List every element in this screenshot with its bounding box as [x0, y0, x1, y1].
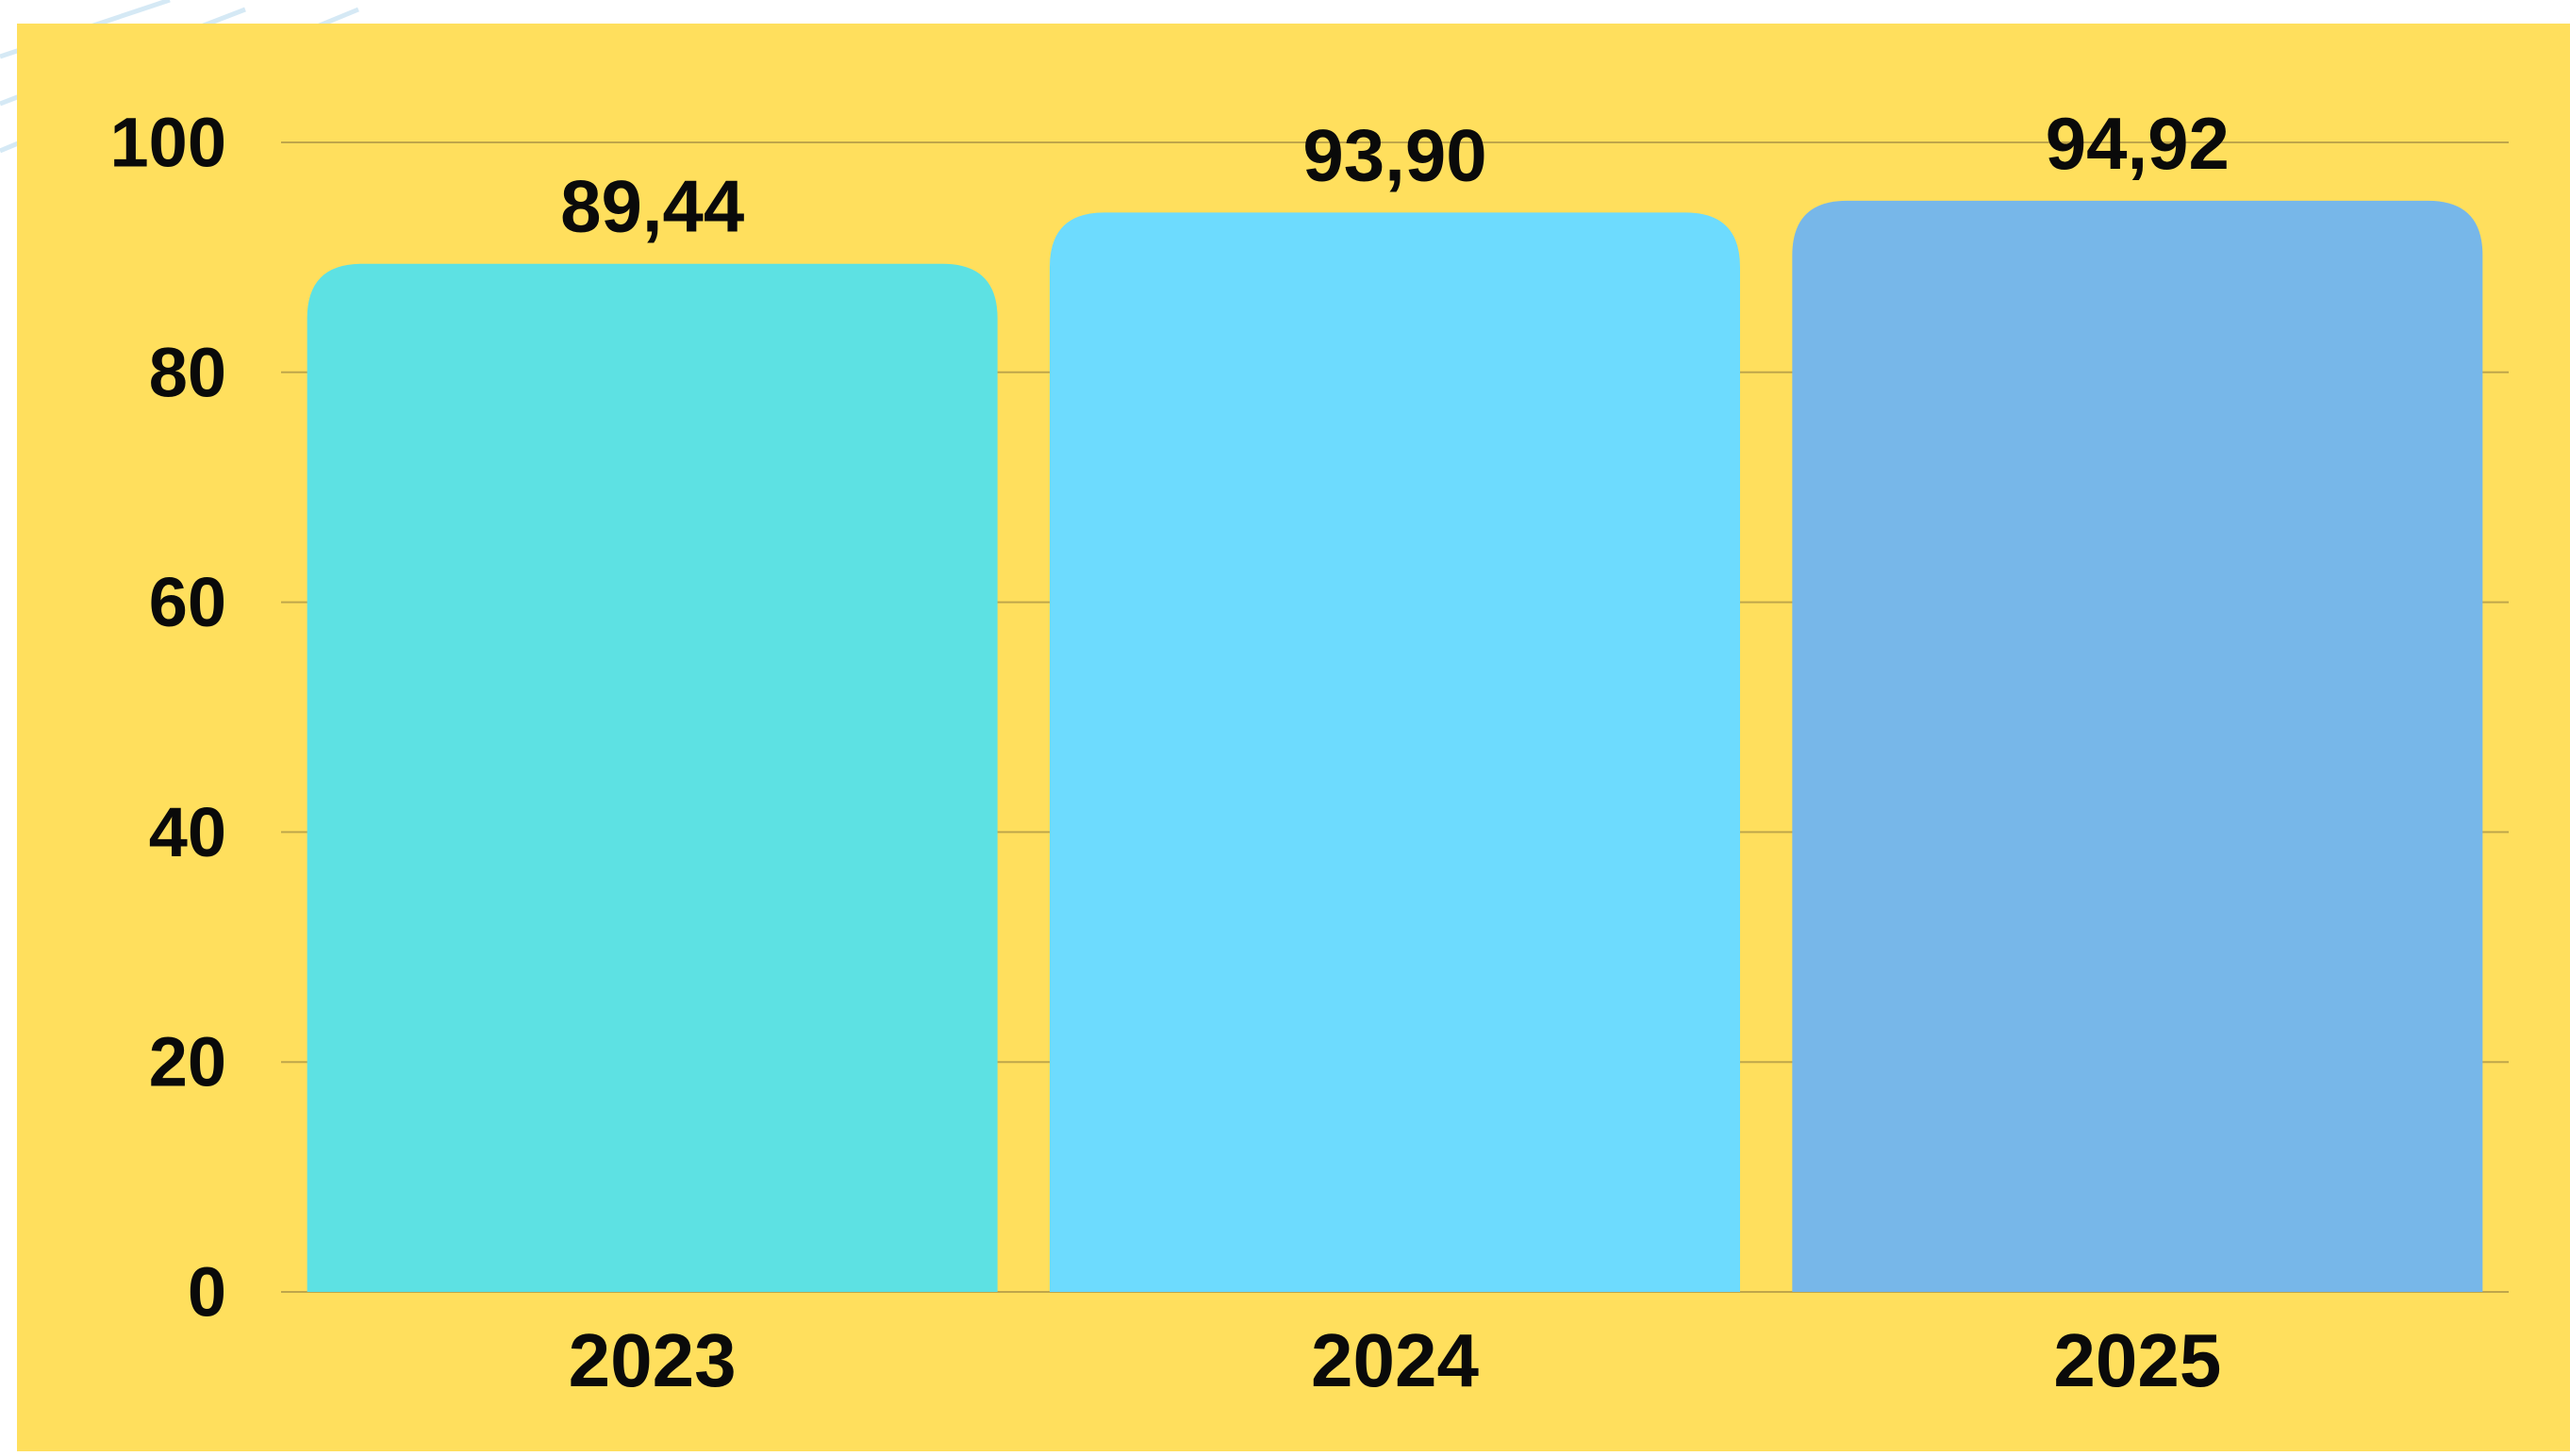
bar-2024 — [1050, 212, 1740, 1292]
x-axis-ticks: 2023 2024 2025 — [569, 1318, 2222, 1402]
y-axis-ticks: 0 20 40 60 80 100 — [110, 104, 226, 1332]
x-tick-label-2024: 2024 — [1311, 1318, 1479, 1402]
y-tick-label: 60 — [149, 563, 226, 641]
x-tick-label-2025: 2025 — [2053, 1318, 2221, 1402]
y-tick-label: 20 — [149, 1023, 226, 1101]
value-label-2024: 93,90 — [1302, 113, 1486, 196]
y-tick-label: 80 — [149, 333, 226, 411]
value-labels: 89,44 93,90 94,92 — [560, 102, 2230, 248]
x-tick-label-2023: 2023 — [569, 1318, 737, 1402]
value-label-2023: 89,44 — [560, 165, 744, 248]
y-tick-label: 0 — [188, 1253, 226, 1332]
y-tick-label: 40 — [149, 793, 226, 871]
bars — [307, 200, 2483, 1293]
y-tick-label: 100 — [110, 104, 226, 182]
bar-2025 — [1792, 200, 2483, 1293]
value-label-2025: 94,92 — [2046, 102, 2230, 185]
bar-2023 — [307, 263, 998, 1292]
